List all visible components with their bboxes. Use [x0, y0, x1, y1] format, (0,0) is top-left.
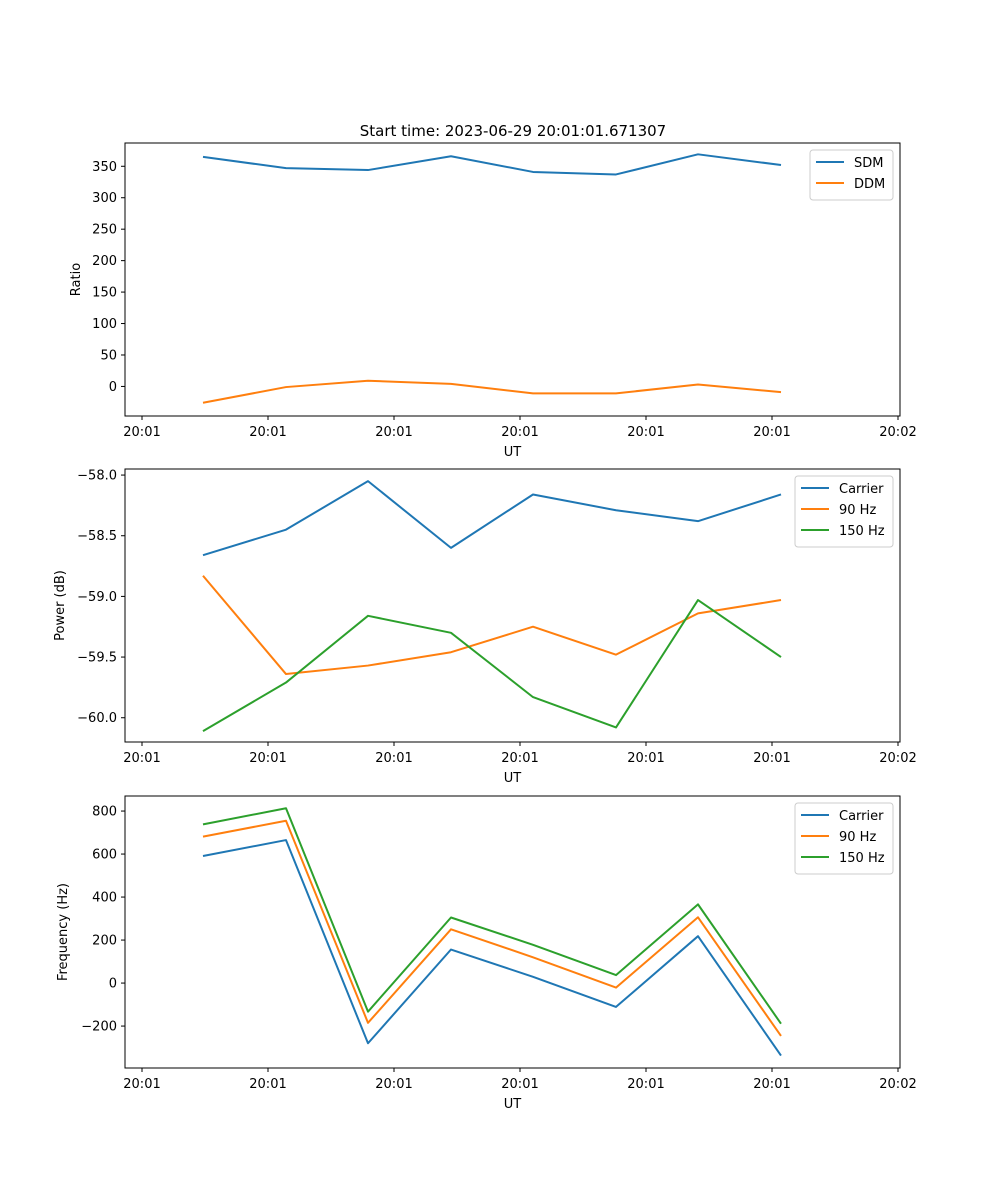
legend: SDM DDM — [809, 149, 894, 201]
y-tick-label: −58.0 — [77, 469, 117, 484]
chart-panel-1: 20:01 20:01 20:01 20:01 20:01 20:01 20:02 0 50 10… — [69, 142, 917, 460]
legend: Carrier 90 Hz 150 Hz — [794, 475, 894, 548]
legend-label: DDM — [854, 177, 885, 192]
x-tick-label: 20:02 — [879, 751, 916, 766]
x-tick-label: 20:02 — [879, 425, 916, 440]
x-tick-label: 20:01 — [501, 751, 538, 766]
x-tick-label: 20:01 — [753, 751, 790, 766]
x-tick-label: 20:01 — [627, 751, 664, 766]
series-line-carrier — [202, 480, 782, 557]
y-tick-label: 200 — [92, 934, 117, 949]
y-tick-label: −59.5 — [77, 651, 117, 666]
chart-panel-3: 20:01 20:01 20:01 20:01 20:01 20:01 20:02 −200 0… — [56, 795, 917, 1112]
x-tick-label: 20:01 — [501, 1077, 538, 1092]
x-tick-label: 20:02 — [879, 1077, 916, 1092]
x-axis-label: UT — [504, 771, 522, 786]
charts: 20:01 20:01 20:01 20:01 20:01 20:01 20:02 0 50 10… — [53, 142, 917, 1112]
y-tick-label: 0 — [109, 380, 117, 395]
series-line-sdm — [202, 153, 782, 176]
x-tick-label: 20:01 — [123, 751, 160, 766]
x-tick-label: 20:01 — [123, 1077, 160, 1092]
y-tick-label: −60.0 — [77, 711, 117, 726]
y-axis-label: Power (dB) — [53, 570, 68, 641]
y-tick-label: 200 — [92, 254, 117, 269]
legend-label: 150 Hz — [839, 524, 885, 539]
y-axis-label: Frequency (Hz) — [56, 883, 71, 981]
x-tick-label: 20:01 — [753, 1077, 790, 1092]
x-tick-label: 20:01 — [501, 425, 538, 440]
x-tick-label: 20:01 — [375, 1077, 412, 1092]
series-line-90-hz — [202, 819, 782, 1037]
x-tick-label: 20:01 — [627, 1077, 664, 1092]
x-tick-label: 20:01 — [627, 425, 664, 440]
legend-label: Carrier — [839, 482, 884, 497]
y-tick-label: 150 — [92, 286, 117, 301]
series-line-ddm — [202, 379, 782, 404]
y-tick-label: 800 — [92, 805, 117, 820]
y-tick-label: 300 — [92, 191, 117, 206]
y-tick-label: −200 — [81, 1020, 117, 1035]
y-tick-label: −58.5 — [77, 529, 117, 544]
y-tick-label: −59.0 — [77, 590, 117, 605]
y-tick-label: 400 — [92, 891, 117, 906]
legend-label: Carrier — [839, 809, 884, 824]
x-tick-label: 20:01 — [123, 425, 160, 440]
x-tick-label: 20:01 — [375, 425, 412, 440]
chart-panel-2: 20:01 20:01 20:01 20:01 20:01 20:01 20:02 −60.0… — [53, 468, 917, 786]
axes-frame — [124, 142, 901, 417]
x-axis-label: UT — [504, 1097, 522, 1112]
y-tick-label: 350 — [92, 160, 117, 175]
y-tick-label: 250 — [92, 223, 117, 238]
figure-title: Start time: 2023-06-29 20:01:01.671307 — [360, 122, 666, 140]
x-tick-label: 20:01 — [375, 751, 412, 766]
y-tick-label: 0 — [109, 977, 117, 992]
x-tick-label: 20:01 — [249, 1077, 286, 1092]
y-tick-label: 100 — [92, 317, 117, 332]
x-tick-label: 20:01 — [249, 425, 286, 440]
x-tick-label: 20:01 — [753, 425, 790, 440]
legend-label: 90 Hz — [839, 830, 876, 845]
series-line-150-hz — [202, 807, 782, 1025]
series-line-150-hz — [202, 599, 782, 732]
legend: Carrier 90 Hz 150 Hz — [794, 802, 894, 875]
legend-label: SDM — [854, 156, 883, 171]
y-tick-label: 50 — [100, 348, 117, 363]
series-line-carrier — [202, 839, 782, 1057]
y-tick-label: 600 — [92, 848, 117, 863]
x-tick-label: 20:01 — [249, 751, 286, 766]
x-axis-label: UT — [504, 445, 522, 460]
axes-frame — [124, 795, 901, 1069]
y-axis-label: Ratio — [69, 263, 84, 296]
legend-label: 90 Hz — [839, 503, 876, 518]
legend-label: 150 Hz — [839, 851, 885, 866]
axes-frame — [124, 468, 901, 743]
